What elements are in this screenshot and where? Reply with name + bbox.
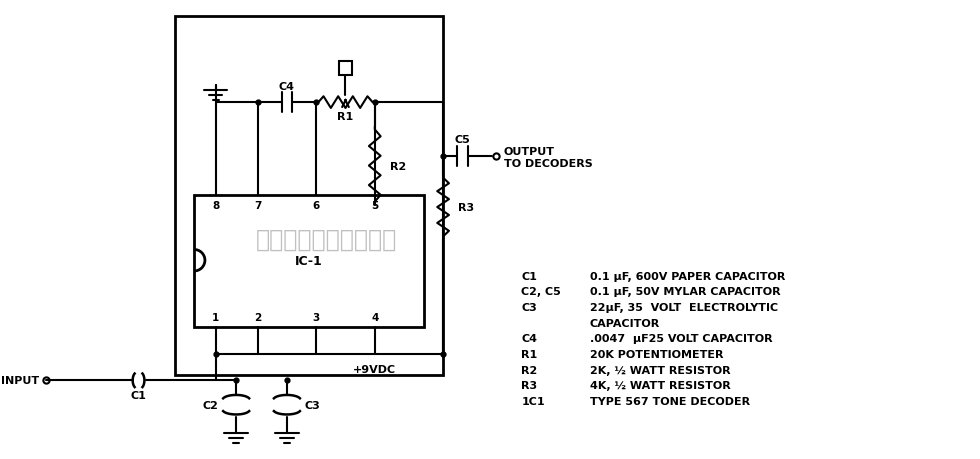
Text: C1: C1 [521,271,537,281]
Text: 杭州将睐科技有限公司: 杭州将睐科技有限公司 [256,227,397,251]
Text: 1: 1 [212,312,220,322]
Text: 1C1: 1C1 [521,396,545,406]
Bar [174,17,443,375]
Text: 20K POTENTIOMETER: 20K POTENTIOMETER [590,349,723,359]
Text: C4: C4 [521,334,537,344]
Text: C2: C2 [203,400,219,410]
Text: R3: R3 [458,202,474,212]
Text: INPUT: INPUT [1,375,39,386]
Text: C2, C5: C2, C5 [521,287,561,297]
Bar [194,196,423,327]
Text: C3: C3 [521,302,537,313]
Text: IC-1: IC-1 [295,254,322,267]
Text: CAPACITOR: CAPACITOR [590,318,660,328]
Text: .0047  μF25 VOLT CAPACITOR: .0047 μF25 VOLT CAPACITOR [590,334,772,344]
Text: C1: C1 [130,390,146,400]
Text: 3: 3 [313,312,319,322]
Bar [339,62,353,76]
Text: OUTPUT: OUTPUT [504,146,555,157]
Text: C3: C3 [305,400,320,410]
Text: R1: R1 [337,112,354,122]
Text: 22μF, 35  VOLT  ELECTROLYTIC: 22μF, 35 VOLT ELECTROLYTIC [590,302,778,313]
Text: 6: 6 [313,200,319,210]
Text: R2: R2 [521,365,537,375]
Text: 5: 5 [371,200,378,210]
Text: R2: R2 [390,161,407,171]
Text: 2: 2 [254,312,262,322]
Text: C4: C4 [279,81,295,91]
Text: 2K, ½ WATT RESISTOR: 2K, ½ WATT RESISTOR [590,365,730,375]
Text: 4K, ½ WATT RESISTOR: 4K, ½ WATT RESISTOR [590,381,730,390]
Text: TYPE 567 TONE DECODER: TYPE 567 TONE DECODER [590,396,750,406]
Text: 7: 7 [254,200,262,210]
Text: R1: R1 [521,349,537,359]
Text: C5: C5 [455,135,470,145]
Text: 0.1 μF, 600V PAPER CAPACITOR: 0.1 μF, 600V PAPER CAPACITOR [590,271,785,281]
Text: 4: 4 [371,312,378,322]
Text: TO DECODERS: TO DECODERS [504,158,592,168]
Text: 8: 8 [212,200,220,210]
Text: R3: R3 [521,381,537,390]
Text: 0.1 μF, 50V MYLAR CAPACITOR: 0.1 μF, 50V MYLAR CAPACITOR [590,287,780,297]
Text: +9VDC: +9VDC [353,364,396,374]
